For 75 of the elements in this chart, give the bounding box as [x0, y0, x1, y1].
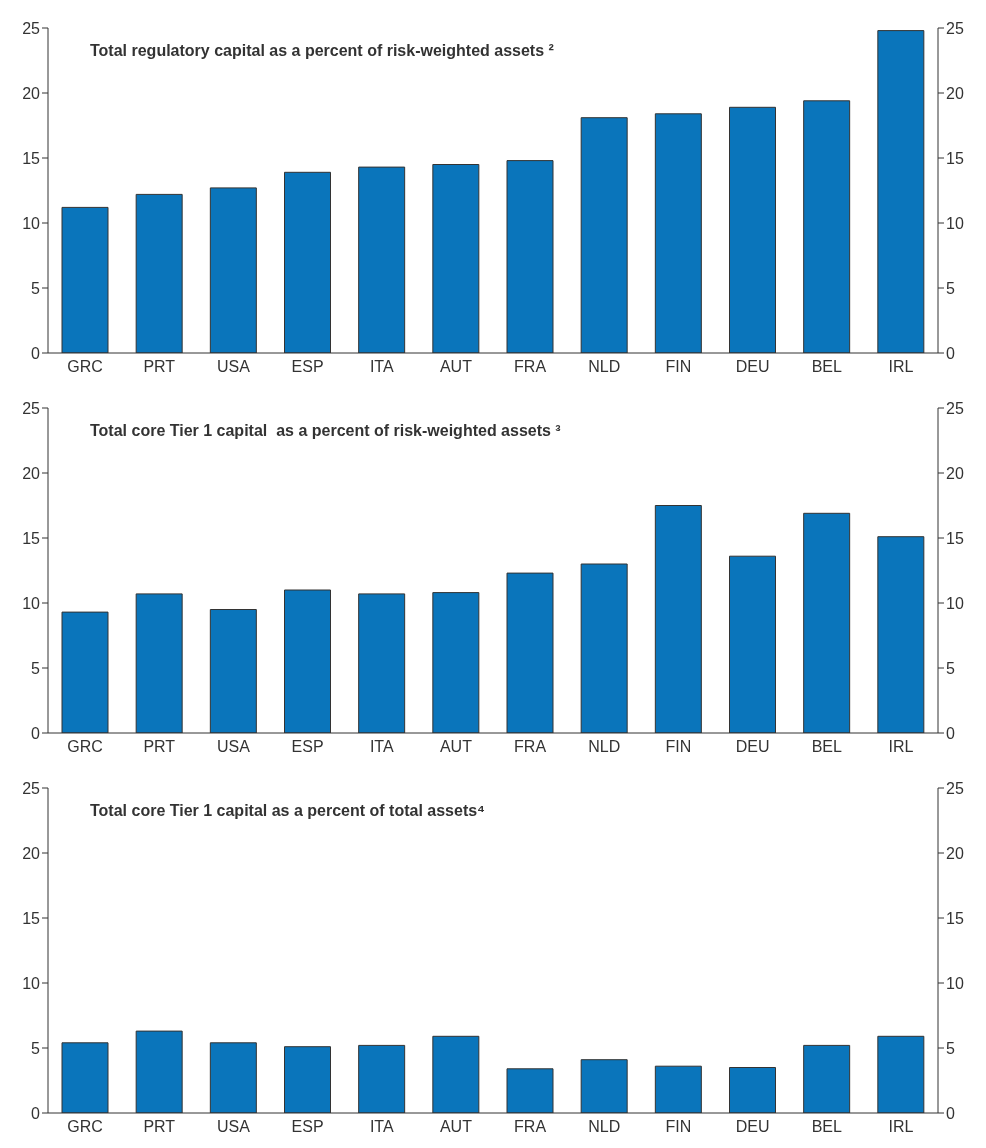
- y2-tick-label: 5: [946, 659, 955, 677]
- x-tick-label: ITA: [369, 358, 394, 376]
- x-tick-label: FRA: [514, 738, 547, 756]
- x-tick-label: FIN: [665, 738, 692, 756]
- x-tick-label: NLD: [588, 738, 621, 756]
- x-tick-label: BEL: [811, 1118, 842, 1136]
- y2-tick-label: 25: [946, 399, 964, 417]
- x-tick-label: ITA: [369, 738, 394, 756]
- y-tick-label: 25: [22, 779, 41, 797]
- x-tick-label: USA: [216, 358, 251, 376]
- y-tick-label: 5: [31, 279, 41, 297]
- x-tick-label: PRT: [143, 358, 176, 376]
- x-tick-label: DEU: [735, 358, 770, 376]
- text: Total regulatory capital as a percent of risk-weighted assets ²: [90, 42, 554, 60]
- x-tick-label: DEU: [735, 1118, 770, 1136]
- y-tick-label: 15: [22, 149, 41, 167]
- y-tick-label: 10: [22, 974, 41, 992]
- y-tick-label: 20: [22, 84, 41, 102]
- y-tick-label: 10: [22, 214, 41, 232]
- x-tick-label: NLD: [588, 358, 621, 376]
- text: Total core Tier 1 capital as a percent of risk-weighted assets ³: [90, 422, 561, 440]
- y2-tick-label: 0: [946, 1104, 955, 1122]
- y2-tick-label: 25: [946, 779, 964, 797]
- x-tick-label: AUT: [439, 738, 473, 756]
- x-tick-label: ESP: [291, 738, 324, 756]
- x-tick-label: GRC: [67, 1118, 103, 1136]
- x-tick-label: GRC: [67, 738, 103, 756]
- y2-tick-label: 10: [946, 214, 964, 232]
- y2-tick-label: 20: [946, 84, 964, 102]
- y2-tick-label: 0: [946, 724, 955, 742]
- y-tick-label: 0: [31, 344, 41, 362]
- x-tick-label: DEU: [735, 738, 770, 756]
- x-tick-label: IRL: [888, 358, 914, 376]
- y2-tick-label: 15: [946, 909, 964, 927]
- x-tick-label: ESP: [291, 358, 324, 376]
- y2-tick-label: 20: [946, 464, 964, 482]
- x-tick-label: FRA: [514, 358, 547, 376]
- x-tick-label: FRA: [514, 1118, 547, 1136]
- y2-tick-label: 15: [946, 529, 964, 547]
- x-tick-label: USA: [216, 1118, 251, 1136]
- x-tick-label: GRC: [67, 358, 103, 376]
- y-tick-label: 0: [31, 1104, 41, 1122]
- x-tick-label: NLD: [588, 1118, 621, 1136]
- x-tick-label: USA: [216, 738, 251, 756]
- x-tick-label: IRL: [888, 1118, 914, 1136]
- y2-tick-label: 5: [946, 1039, 955, 1057]
- x-tick-label: ESP: [291, 1118, 324, 1136]
- x-tick-label: BEL: [811, 358, 842, 376]
- x-tick-label: BEL: [811, 738, 842, 756]
- y2-tick-label: 25: [946, 19, 964, 37]
- y-tick-label: 20: [22, 844, 41, 862]
- x-tick-label: IRL: [888, 738, 914, 756]
- x-tick-label: FIN: [665, 358, 692, 376]
- y2-tick-label: 10: [946, 974, 964, 992]
- y2-tick-label: 10: [946, 594, 964, 612]
- y-tick-label: 5: [31, 659, 41, 677]
- x-tick-label: AUT: [439, 1118, 473, 1136]
- y-tick-label: 5: [31, 1039, 41, 1057]
- y2-tick-label: 20: [946, 844, 964, 862]
- y-tick-label: 10: [22, 594, 41, 612]
- y-tick-label: 15: [22, 529, 41, 547]
- y-tick-label: 25: [22, 399, 41, 417]
- x-tick-label: ITA: [369, 1118, 394, 1136]
- text: Total core Tier 1 capital as a percent of total assets⁴: [90, 802, 486, 820]
- y-tick-label: 25: [22, 19, 41, 37]
- x-tick-label: PRT: [143, 1118, 176, 1136]
- y-tick-label: 15: [22, 909, 41, 927]
- y-tick-label: 0: [31, 724, 41, 742]
- y2-tick-label: 5: [946, 279, 955, 297]
- x-tick-label: FIN: [665, 1118, 692, 1136]
- x-tick-label: AUT: [439, 358, 473, 376]
- y2-tick-label: 0: [946, 344, 955, 362]
- x-tick-label: PRT: [143, 738, 176, 756]
- y-tick-label: 20: [22, 464, 41, 482]
- y2-tick-label: 15: [946, 149, 964, 167]
